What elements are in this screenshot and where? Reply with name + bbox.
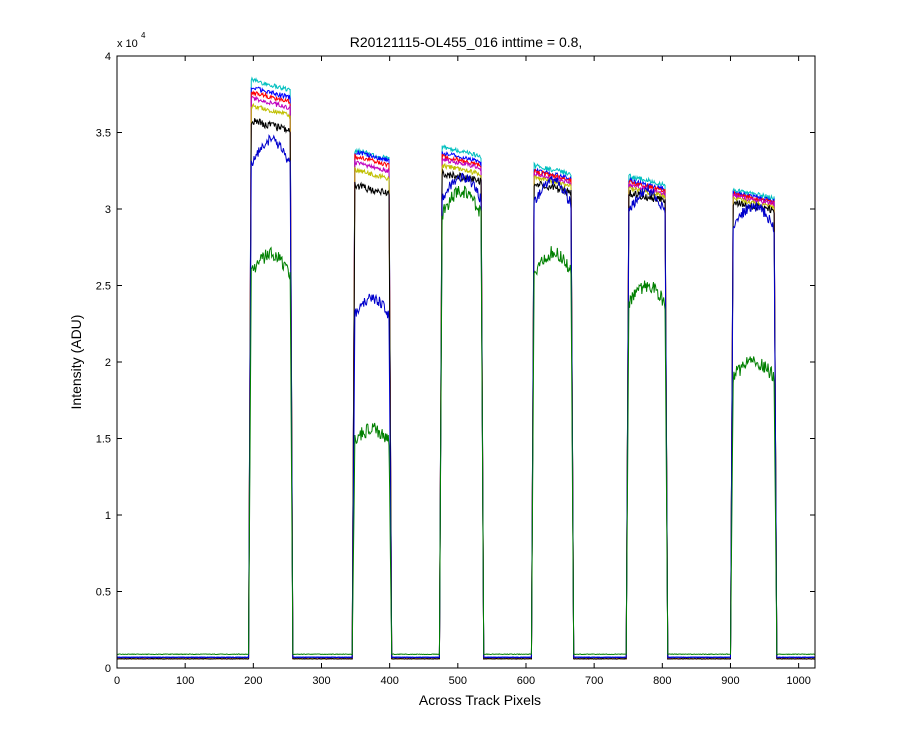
x-tick-label: 200 (244, 675, 262, 687)
plot-area (117, 56, 815, 668)
y-tick-label: 2.5 (96, 281, 111, 293)
y-tick-label: 2 (105, 357, 111, 369)
x-tick-label: 900 (721, 675, 739, 687)
y-tick-label: 1.5 (96, 434, 111, 446)
y-exponent-power: 4 (141, 31, 146, 40)
y-axis-label: Intensity (ADU) (68, 315, 84, 410)
x-tick-label: 400 (380, 675, 398, 687)
y-tick-label: 1 (105, 510, 111, 522)
y-axis: 0 0.5 1 1.5 2 2.5 3 3.5 4 (96, 51, 815, 675)
y-exponent-prefix: x 10 (117, 38, 138, 50)
x-axis: 0 100 200 300 400 500 600 700 800 900 1000 (114, 56, 811, 687)
y-tick-label: 0.5 (96, 587, 111, 599)
x-tick-label: 800 (653, 675, 671, 687)
x-tick-label: 1000 (786, 675, 810, 687)
y-tick-label: 0 (105, 663, 111, 675)
x-tick-label: 100 (176, 675, 194, 687)
series-line-black (116, 118, 816, 660)
x-tick-label: 500 (449, 675, 467, 687)
x-tick-label: 300 (312, 675, 330, 687)
x-tick-label: 700 (585, 675, 603, 687)
x-tick-label: 0 (114, 675, 120, 687)
y-tick-label: 4 (105, 51, 111, 63)
y-tick-label: 3.5 (96, 128, 111, 140)
x-tick-label: 600 (517, 675, 535, 687)
series-line-navy (116, 134, 816, 659)
chart-title: R20121115-OL455_016 inttime = 0.8, (350, 34, 583, 50)
y-tick-label: 3 (105, 204, 111, 216)
x-axis-label: Across Track Pixels (419, 692, 541, 708)
series-group (116, 76, 816, 660)
series-line-green (116, 185, 816, 656)
